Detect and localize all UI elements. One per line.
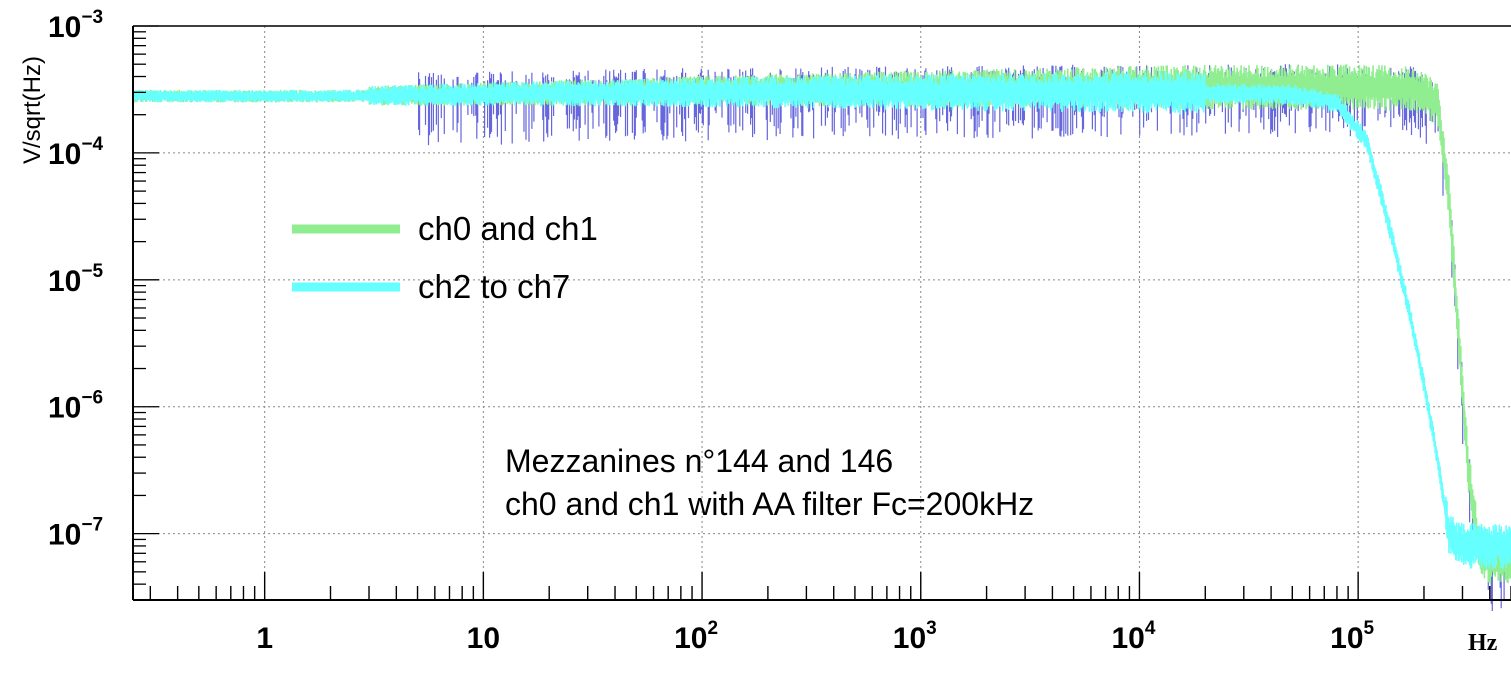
legend-label-ch0-ch1: ch0 and ch1 — [418, 210, 598, 247]
series-ch2-ch7 — [132, 71, 1511, 569]
x-tick-label-exponent: 5 — [1364, 618, 1375, 639]
legend: ch0 and ch1 ch2 to ch7 — [292, 210, 598, 305]
y-tick-label: 10−4 — [48, 134, 103, 171]
x-tick-label-exponent: 2 — [707, 618, 718, 639]
annotation: Mezzanines n°144 and 146 ch0 and ch1 wit… — [505, 443, 1034, 522]
y-tick-label-exponent: −5 — [81, 261, 103, 282]
x-tick-label-exponent: 4 — [1145, 618, 1156, 639]
x-axis-label: Hz — [1468, 630, 1498, 656]
legend-label-ch2-ch7: ch2 to ch7 — [418, 268, 570, 305]
annotation-line-1: Mezzanines n°144 and 146 — [505, 443, 893, 479]
annotation-line-2: ch0 and ch1 with AA filter Fc=200kHz — [505, 486, 1034, 522]
x-tick-label: 1 — [256, 622, 273, 655]
y-axis-label: V/sqrt(Hz) — [19, 56, 46, 164]
x-tick-label: 104 — [1111, 618, 1155, 655]
y-tick-label-exponent: −3 — [81, 7, 103, 28]
axes — [132, 25, 1511, 601]
y-tick-label-exponent: −7 — [81, 515, 103, 536]
y-tick-label-exponent: −4 — [81, 134, 103, 155]
series-line — [133, 91, 1511, 547]
x-tick-label-exponent: 3 — [926, 618, 937, 639]
y-tick-label-exponent: −6 — [81, 388, 103, 409]
x-tick-label: 10 — [467, 622, 500, 655]
